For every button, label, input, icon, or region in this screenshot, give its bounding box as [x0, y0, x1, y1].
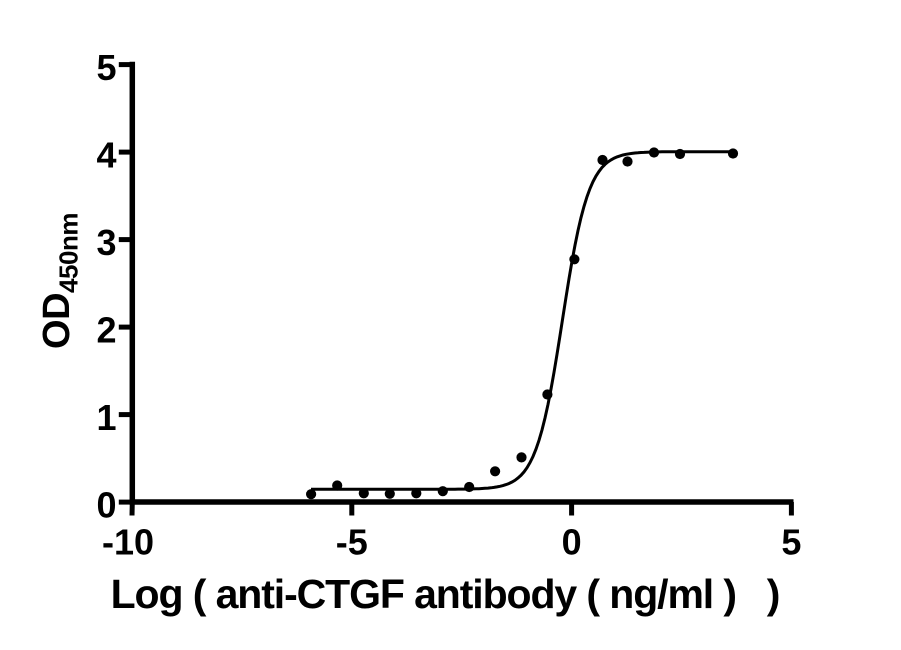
svg-text:-5: -5 [336, 522, 368, 563]
svg-text:-10: -10 [102, 522, 154, 563]
svg-text:4: 4 [96, 134, 116, 175]
svg-text:0: 0 [562, 522, 582, 563]
svg-text:0: 0 [96, 484, 116, 525]
svg-text:2: 2 [96, 309, 116, 350]
svg-text:5: 5 [781, 522, 801, 563]
svg-text:Log ( anti-CTGF antibody ( ng/: Log ( anti-CTGF antibody ( ng/ml ) ) [111, 571, 780, 617]
svg-text:5: 5 [96, 47, 116, 88]
svg-text:1: 1 [96, 397, 116, 438]
svg-text:3: 3 [96, 222, 116, 263]
